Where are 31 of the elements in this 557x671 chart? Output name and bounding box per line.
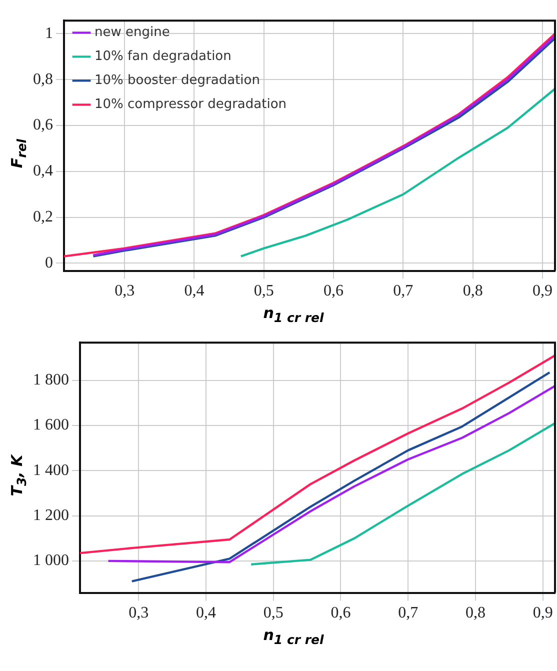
x-axis-title: n$_{1 cr rel}$ [262,626,325,647]
y-tick-label: 1 [45,24,53,42]
y-tick-label: 0,2 [33,208,53,226]
x-axis-title: n$_{1 cr rel}$ [262,304,325,325]
legend-label: new engine [94,25,170,40]
y-tick-label: 1 000 [33,552,69,570]
y-tick-label: 1 800 [33,372,69,389]
x-tick-label: 0,4 [184,282,204,300]
x-tick-label: 0,3 [128,604,149,622]
y-tick-label: 0,6 [33,116,53,134]
x-tick-label: 0,5 [263,604,284,622]
y-tick-label: 1 200 [33,507,69,524]
x-tick-label: 0,6 [330,604,351,622]
x-tick-label: 0,6 [324,282,344,300]
legend-label: 10% booster degradation [94,73,260,88]
x-tick-label: 0,7 [398,604,418,622]
x-tick-label: 0,4 [196,604,216,622]
x-tick-label: 0,8 [462,282,483,300]
x-tick-label: 0,3 [114,282,135,300]
y-tick-label: 0,8 [33,70,53,88]
x-tick-label: 0,5 [254,282,274,300]
y-tick-label: 1 600 [33,416,69,434]
x-tick-label: 0,8 [465,604,486,622]
legend-label: 10% fan degradation [94,49,232,64]
x-tick-label: 0,9 [532,282,552,300]
legend-label: 10% compressor degradation [94,97,287,112]
x-tick-label: 0,9 [532,604,553,622]
y-tick-label: 1 400 [33,462,69,479]
x-tick-label: 0,7 [393,282,414,300]
y-tick-label: 0 [45,254,53,272]
y-tick-label: 0,4 [33,162,53,180]
